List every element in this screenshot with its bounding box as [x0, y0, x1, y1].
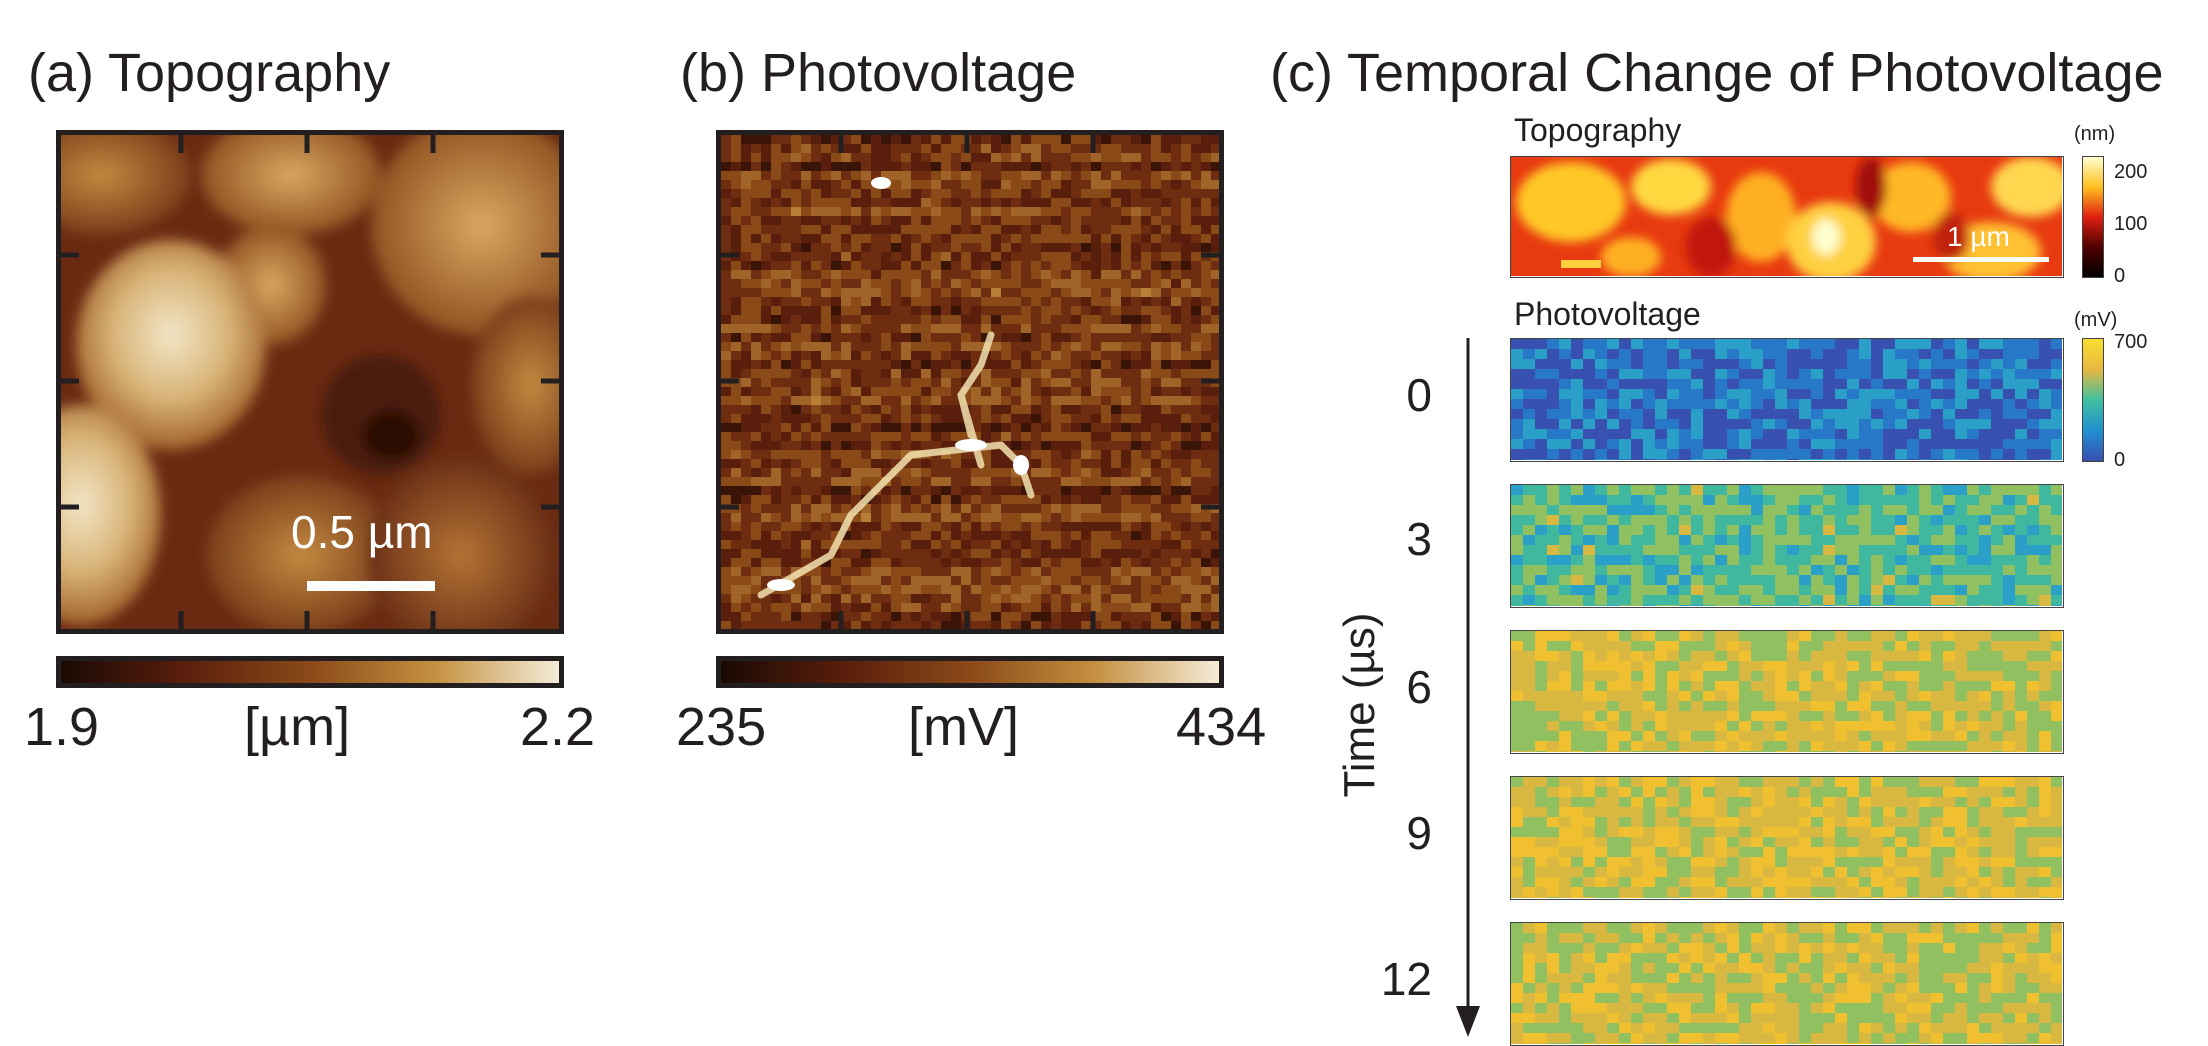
topography-strip: 1 µm	[1510, 156, 2064, 278]
photovoltage-map-image	[721, 135, 1219, 629]
scale-bar	[1913, 257, 2049, 262]
topography-colorbar	[56, 656, 564, 688]
photovoltage-vertical-colorbar	[2082, 338, 2104, 462]
pv-tick-label: 700	[2114, 332, 2147, 352]
photovoltage-colorbar	[716, 656, 1224, 688]
scale-bar-label: 1 µm	[1947, 221, 2010, 253]
topo-tick-label: 100	[2114, 214, 2147, 234]
colorbar-max-label: 434	[1176, 700, 1266, 754]
topo-tick-label: 0	[2114, 266, 2125, 286]
photovoltage-frame	[1510, 776, 2064, 900]
panel-c-title: (c) Temporal Change of Photovoltage	[1270, 46, 2164, 100]
topography-label: Topography	[1514, 114, 1681, 146]
colorbar-unit-label: [mV]	[908, 700, 1019, 754]
topo-tick-label: 200	[2114, 162, 2147, 182]
time-label: 9	[1352, 810, 1432, 856]
time-label: 3	[1352, 516, 1432, 562]
scale-bar	[307, 581, 435, 591]
colorbar-min-label: 235	[676, 700, 766, 754]
photovoltage-frame	[1510, 338, 2064, 462]
photovoltage-label: Photovoltage	[1514, 298, 1701, 330]
topo-unit-label: (nm)	[2074, 124, 2115, 144]
pv-tick-label: 0	[2114, 450, 2125, 470]
photovoltage-frame	[1510, 484, 2064, 608]
photovoltage-frame	[1510, 630, 2064, 754]
photovoltage-map	[716, 130, 1224, 634]
time-axis-arrow	[1452, 338, 1492, 1037]
photovoltage-frame	[1510, 922, 2064, 1046]
panel-b-title: (b) Photovoltage	[680, 46, 1076, 100]
colorbar-max-label: 2.2	[520, 700, 595, 754]
time-label: 6	[1352, 664, 1432, 710]
colorbar-min-label: 1.9	[24, 700, 99, 754]
time-label: 0	[1352, 372, 1432, 418]
panel-a-title: (a) Topography	[28, 46, 390, 100]
scale-bar-label: 0.5 µm	[291, 505, 433, 559]
topography-vertical-colorbar	[2082, 156, 2104, 278]
topography-strip-image	[1511, 157, 2062, 276]
topography-map: 0.5 µm	[56, 130, 564, 634]
time-label: 12	[1352, 956, 1432, 1002]
colorbar-unit-label: [µm]	[244, 700, 350, 754]
pv-unit-label: (mV)	[2074, 310, 2117, 330]
